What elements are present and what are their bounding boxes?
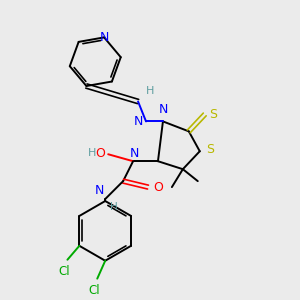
Text: N: N [99, 31, 109, 44]
Text: O: O [95, 147, 105, 160]
Text: N: N [134, 115, 143, 128]
Text: H: H [146, 85, 154, 95]
Text: N: N [129, 147, 139, 160]
Text: N: N [159, 103, 169, 116]
Text: Cl: Cl [88, 284, 100, 297]
Text: S: S [209, 108, 217, 121]
Text: N: N [95, 184, 104, 197]
Text: O: O [153, 181, 163, 194]
Text: H: H [110, 202, 118, 212]
Text: Cl: Cl [58, 265, 70, 278]
Text: S: S [206, 143, 214, 156]
Text: H: H [88, 148, 96, 158]
